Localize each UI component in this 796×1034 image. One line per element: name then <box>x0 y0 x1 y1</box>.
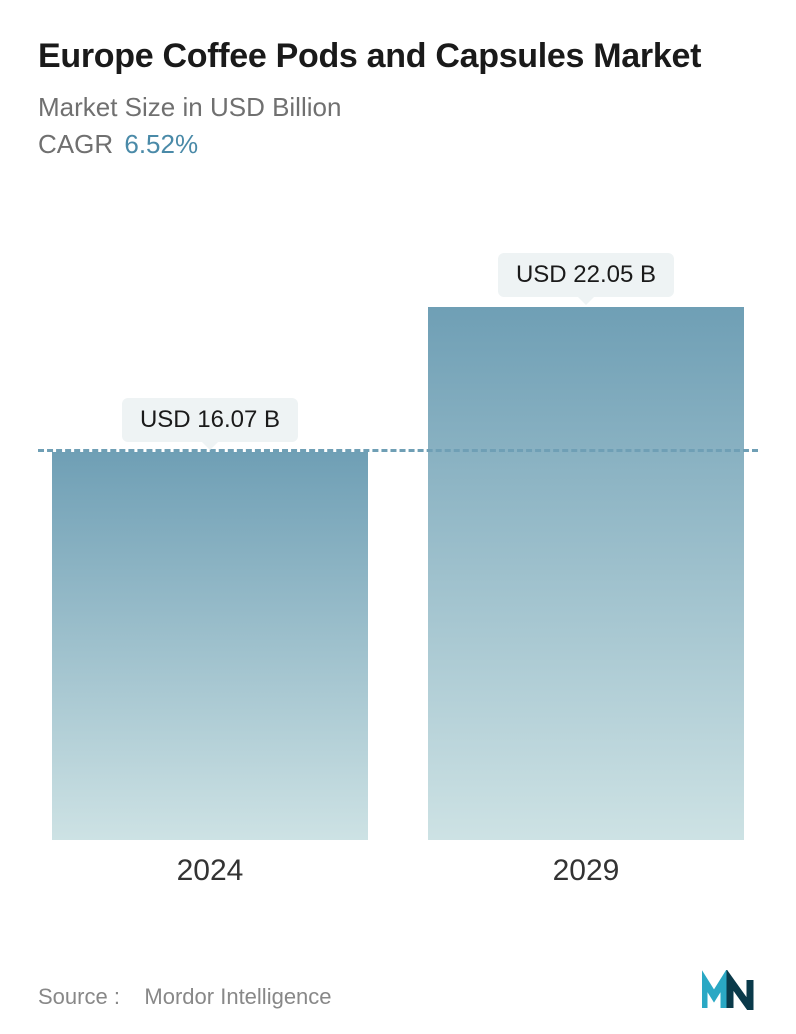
source-attribution: Source : Mordor Intelligence <box>38 984 332 1010</box>
chart-subtitle: Market Size in USD Billion <box>38 92 758 123</box>
chart-title: Europe Coffee Pods and Capsules Market <box>38 34 758 78</box>
bar-group: USD 16.07 B <box>52 200 368 840</box>
cagr-label: CAGR <box>38 129 113 159</box>
source-label: Source : <box>38 984 120 1009</box>
x-axis-labels: 2024 2029 <box>38 840 758 888</box>
value-pill: USD 22.05 B <box>498 253 674 297</box>
reference-line <box>38 449 758 452</box>
chart-area: USD 16.07 B USD 22.05 B <box>38 200 758 840</box>
x-axis-label: 2029 <box>428 854 744 888</box>
cagr-row: CAGR 6.52% <box>38 129 758 160</box>
bar <box>428 307 744 840</box>
brand-logo <box>702 970 758 1010</box>
footer: Source : Mordor Intelligence <box>38 970 758 1010</box>
bar-group: USD 22.05 B <box>428 200 744 840</box>
bars-container: USD 16.07 B USD 22.05 B <box>38 200 758 840</box>
x-axis-label: 2024 <box>52 854 368 888</box>
bar <box>52 452 368 840</box>
cagr-value: 6.52% <box>124 129 198 159</box>
value-pill: USD 16.07 B <box>122 398 298 442</box>
source-name: Mordor Intelligence <box>144 984 331 1009</box>
